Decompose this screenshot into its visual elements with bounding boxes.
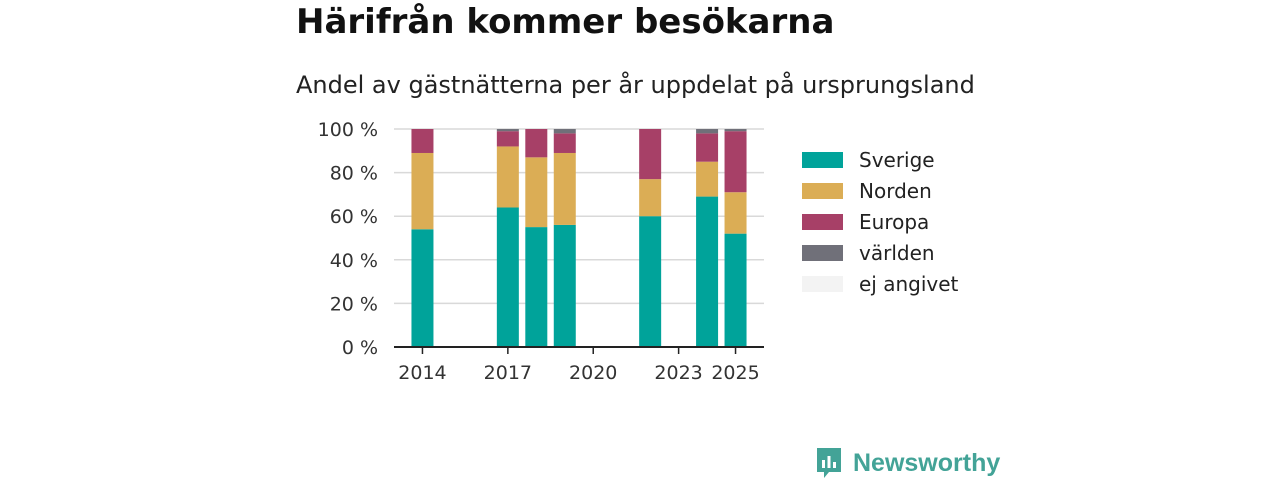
- x-tick-label: 2017: [484, 362, 532, 384]
- bar-segment-norden-2019: [553, 152, 576, 225]
- bar-segment-norden-2014: [411, 152, 434, 230]
- bar-segment-världen-2019: [553, 129, 576, 134]
- bar-segment-europa-2014: [411, 129, 434, 153]
- bar-segment-europa-2018: [525, 129, 548, 158]
- legend-label: världen: [859, 240, 935, 265]
- x-tick-label: 2014: [398, 362, 446, 384]
- x-tick-label: 2020: [569, 362, 617, 384]
- y-tick-label: 60 %: [330, 206, 378, 228]
- legend: Sverige Norden Europa världen ej angivet: [802, 144, 958, 299]
- bars: [411, 129, 747, 347]
- brand: Newsworthy: [815, 446, 1000, 480]
- bar-segment-europa-2025: [724, 131, 747, 193]
- brand-name: Newsworthy: [853, 448, 1001, 477]
- chart-subtitle: Andel av gästnätterna per år uppdelat på…: [296, 71, 975, 99]
- bar-segment-europa-2017: [496, 131, 519, 147]
- legend-swatch: [802, 213, 843, 230]
- y-tick-label: 100 %: [318, 119, 378, 141]
- legend-item: Sverige: [802, 144, 958, 175]
- bar-segment-sverige-2019: [553, 224, 576, 347]
- y-tick-label: 0 %: [342, 337, 378, 359]
- y-tick-label: 20 %: [330, 293, 378, 315]
- bar-segment-världen-2025: [724, 129, 747, 132]
- legend-item: Europa: [802, 206, 958, 237]
- bar-segment-europa-2024: [696, 133, 719, 162]
- legend-swatch: [802, 151, 843, 168]
- bar-segment-norden-2017: [496, 146, 519, 208]
- legend-item: världen: [802, 237, 958, 268]
- legend-swatch: [802, 182, 843, 199]
- x-tick-label: 2025: [711, 362, 759, 384]
- bar-segment-norden-2022: [639, 179, 662, 217]
- legend-item: Norden: [802, 175, 958, 206]
- bar-segment-sverige-2014: [411, 229, 434, 347]
- legend-swatch: [802, 244, 843, 261]
- legend-label: Sverige: [859, 147, 935, 172]
- legend-label: Norden: [859, 178, 932, 203]
- legend-item: ej angivet: [802, 268, 958, 299]
- chart-title: Härifrån kommer besökarna: [296, 2, 835, 42]
- legend-swatch: [802, 275, 843, 292]
- bar-segment-sverige-2018: [525, 227, 548, 347]
- x-axis-ticks: 2014 2017 2020 2023 2025: [398, 347, 760, 384]
- y-tick-label: 80 %: [330, 163, 378, 185]
- bar-segment-europa-2022: [639, 129, 662, 180]
- bar-segment-norden-2024: [696, 161, 719, 197]
- bar-segment-sverige-2024: [696, 196, 719, 347]
- bar-segment-norden-2025: [724, 192, 747, 234]
- y-tick-label: 40 %: [330, 250, 378, 272]
- bar-segment-världen-2017: [496, 129, 519, 132]
- bar-segment-europa-2019: [553, 133, 576, 153]
- newsworthy-logo-icon: [817, 448, 841, 478]
- bar-segment-sverige-2025: [724, 233, 747, 347]
- legend-label: Europa: [859, 209, 930, 234]
- bar-segment-sverige-2017: [496, 207, 519, 347]
- legend-label: ej angivet: [859, 271, 959, 296]
- x-tick-label: 2023: [654, 362, 702, 384]
- y-axis-ticks: 0 % 20 % 40 % 60 % 80 % 100 %: [318, 119, 378, 359]
- bar-segment-sverige-2022: [639, 216, 662, 347]
- bar-segment-världen-2024: [696, 129, 719, 134]
- bar-segment-norden-2018: [525, 157, 548, 228]
